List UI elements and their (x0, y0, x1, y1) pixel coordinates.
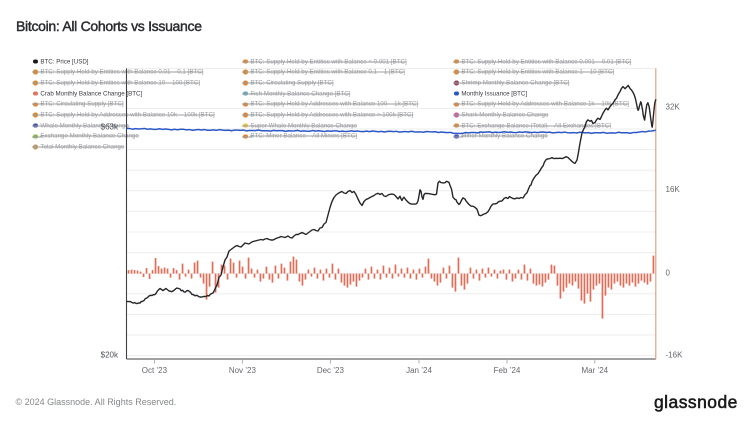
svg-text:Oct ’23: Oct ’23 (142, 366, 168, 375)
svg-text:Dec ’23: Dec ’23 (317, 366, 345, 375)
svg-text:32K: 32K (666, 103, 681, 112)
svg-text:Feb ’24: Feb ’24 (494, 366, 521, 375)
svg-text:Jan ’24: Jan ’24 (406, 366, 432, 375)
svg-text:16K: 16K (666, 185, 681, 194)
svg-text:-16K: -16K (666, 351, 684, 360)
svg-text:Nov ’23: Nov ’23 (229, 366, 257, 375)
svg-text:$20k: $20k (101, 351, 119, 360)
svg-text:0: 0 (666, 269, 671, 278)
svg-text:Mar ’24: Mar ’24 (581, 366, 608, 375)
